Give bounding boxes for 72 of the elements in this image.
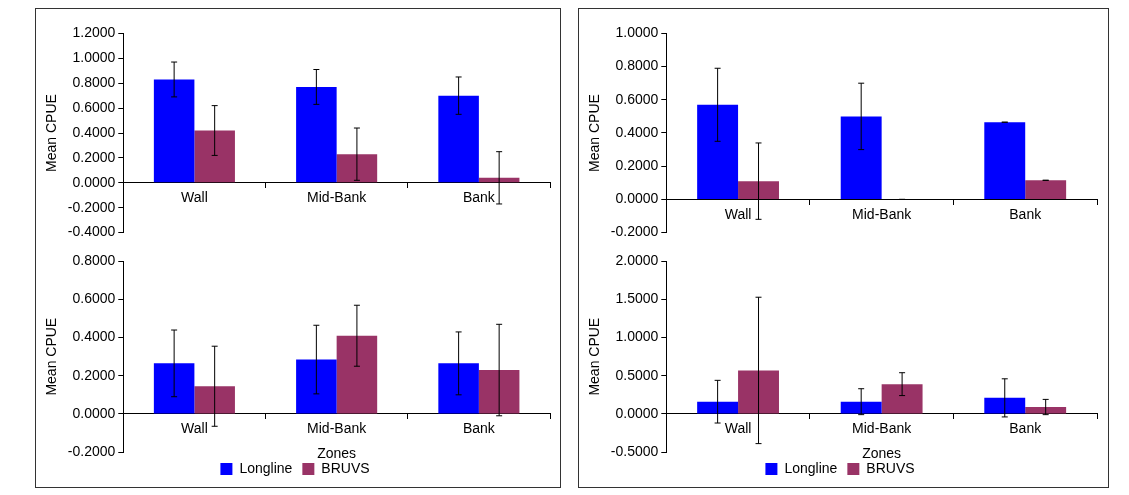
x-tick-label: Wall bbox=[181, 189, 208, 206]
y-tick-label: 0.8000 bbox=[72, 74, 116, 91]
x-tick-label: Wall bbox=[724, 205, 752, 222]
x-tick-label: Wall bbox=[181, 420, 208, 437]
x-axis-title: Zones bbox=[862, 444, 902, 461]
y-tick-label: 0.6000 bbox=[72, 290, 116, 307]
bar bbox=[697, 401, 739, 414]
y-tick-label: 0.4000 bbox=[615, 123, 659, 140]
y-tick-label: 1.5000 bbox=[615, 290, 659, 307]
y-tick-label: 0.5000 bbox=[615, 366, 659, 383]
bar bbox=[984, 122, 1026, 199]
bar bbox=[336, 335, 378, 414]
x-tick-label: Bank bbox=[462, 189, 496, 206]
y-tick-label: 1.2000 bbox=[72, 24, 116, 41]
y-tick-label: 1.0000 bbox=[615, 328, 659, 345]
y-tick-label: 0.6000 bbox=[615, 90, 659, 107]
bar bbox=[194, 386, 235, 414]
bar bbox=[336, 154, 378, 183]
x-tick-label: Bank bbox=[1009, 205, 1043, 222]
bar bbox=[438, 363, 479, 414]
y-tick-label: 0.0000 bbox=[72, 173, 116, 190]
y-tick-label: 1.0000 bbox=[615, 24, 659, 41]
x-tick-label: Mid-Bank bbox=[852, 420, 913, 437]
x-tick-label: Bank bbox=[1009, 420, 1043, 437]
bar bbox=[296, 86, 337, 183]
x-tick-label: Wall bbox=[724, 420, 752, 437]
bar bbox=[984, 397, 1026, 414]
y-tick-label: 0.6000 bbox=[72, 98, 116, 115]
y-tick-label: -0.2000 bbox=[610, 223, 659, 240]
y-tick-label: -0.5000 bbox=[610, 442, 659, 459]
bar bbox=[438, 95, 479, 183]
x-tick-label: Mid-Bank bbox=[852, 205, 913, 222]
bar bbox=[478, 370, 520, 414]
y-tick-label: 1.0000 bbox=[72, 49, 116, 66]
y-tick-label: 0.0000 bbox=[615, 190, 659, 207]
bar bbox=[840, 116, 882, 199]
y-tick-label: -0.4000 bbox=[67, 223, 116, 240]
y-axis-title: Mean CPUE bbox=[586, 94, 603, 172]
y-tick-label: 0.8000 bbox=[72, 252, 116, 269]
bar bbox=[697, 104, 739, 199]
x-tick-label: Mid-Bank bbox=[307, 420, 368, 437]
bar bbox=[840, 401, 882, 414]
x-tick-label: Mid-Bank bbox=[307, 189, 368, 206]
bar bbox=[738, 370, 779, 414]
y-axis-title: Mean CPUE bbox=[43, 317, 60, 396]
y-tick-label: 0.4000 bbox=[72, 123, 116, 140]
y-axis-title: Mean CPUE bbox=[586, 317, 603, 396]
y-tick-label: 2.0000 bbox=[615, 252, 659, 269]
legend-label: Longline bbox=[784, 459, 838, 476]
y-tick-label: -0.2000 bbox=[67, 442, 116, 459]
y-tick-label: 0.4000 bbox=[72, 328, 116, 345]
y-tick-label: 0.2000 bbox=[72, 366, 116, 383]
y-tick-label: 0.2000 bbox=[72, 148, 116, 165]
bar bbox=[1025, 407, 1067, 414]
y-tick-label: 0.0000 bbox=[72, 404, 116, 421]
bar bbox=[881, 384, 923, 414]
bar bbox=[738, 181, 779, 199]
legend-label: BRUVS bbox=[321, 459, 370, 476]
bar bbox=[153, 79, 195, 183]
y-tick-label: 0.2000 bbox=[615, 157, 659, 174]
bar bbox=[153, 363, 195, 414]
legend-label: Longline bbox=[239, 459, 293, 476]
bar bbox=[296, 359, 337, 414]
x-tick-label: Bank bbox=[462, 420, 496, 437]
y-axis-title: Mean CPUE bbox=[43, 94, 60, 172]
legend-label: BRUVS bbox=[866, 459, 915, 476]
y-tick-label: 0.0000 bbox=[615, 404, 659, 421]
bar bbox=[194, 130, 235, 183]
y-tick-label: -0.2000 bbox=[67, 198, 116, 215]
x-axis-title: Zones bbox=[317, 444, 357, 461]
bar bbox=[1025, 180, 1067, 199]
y-tick-label: 0.8000 bbox=[615, 57, 659, 74]
